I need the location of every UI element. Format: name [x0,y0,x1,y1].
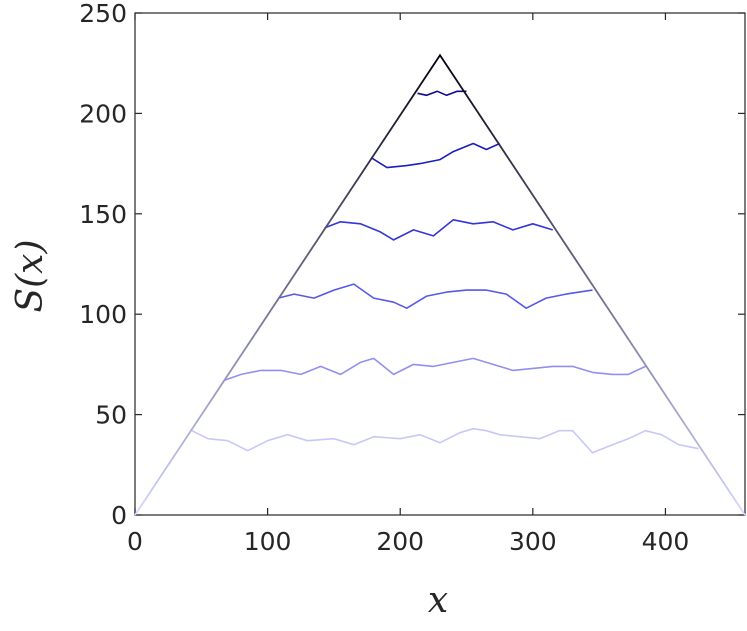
series-line-6 [417,90,467,97]
x-tick-label: 0 [127,527,143,556]
y-tick-label: 50 [95,401,127,430]
x-tick-label: 300 [509,527,557,556]
x-axis-title: x [428,580,448,621]
envelope-line [134,53,746,516]
series-line-5 [370,142,501,169]
y-tick-label: 0 [111,501,127,530]
y-tick-label: 100 [79,300,127,329]
series-line-4 [324,219,553,241]
series-line-1 [191,427,699,454]
y-axis: 0 50 100 150 200 250 [79,0,745,530]
x-tick-label: 400 [642,527,690,556]
series-line-2 [223,357,646,382]
y-tick-label: 150 [79,200,127,229]
x-tick-label: 200 [376,527,424,556]
series-line-3 [278,283,593,309]
plot-area [134,12,746,516]
series-group [191,90,699,454]
y-tick-label: 250 [79,0,127,28]
y-tick-label: 200 [79,99,127,128]
x-tick-label: 100 [244,527,292,556]
x-axis: 0 100 200 300 400 [127,13,689,556]
y-axis-title: S(x) [10,239,51,312]
